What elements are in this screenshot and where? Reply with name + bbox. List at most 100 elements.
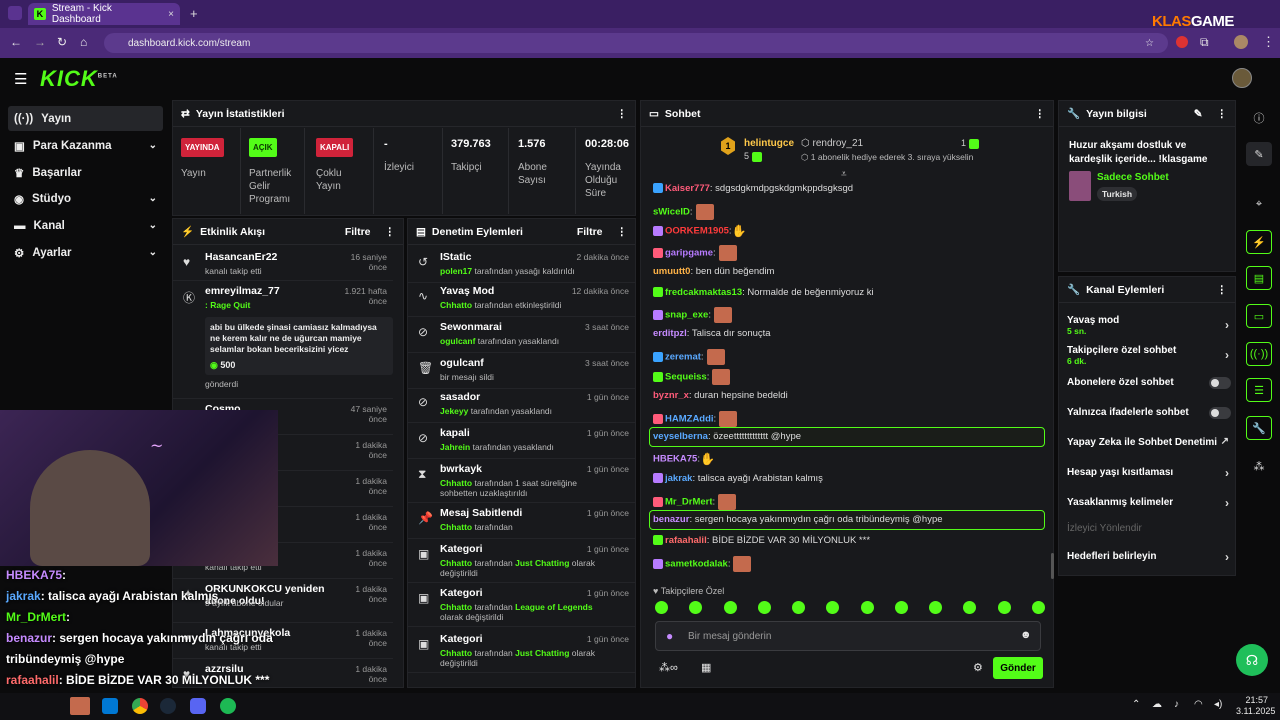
sidebar-item-ayarlar[interactable]: ⚙ Ayarlar ⌄ xyxy=(8,240,163,265)
channel-action[interactable]: Yalnızca ifadelerle sohbet xyxy=(1067,407,1231,419)
activity-name[interactable]: HasancanEr22 xyxy=(205,251,278,263)
more-icon[interactable]: ⋮ xyxy=(384,225,396,238)
chat-username[interactable]: umuutt0 xyxy=(653,265,691,277)
activity-name[interactable]: emreyilmaz_77 xyxy=(205,285,280,297)
quick-emote-icon[interactable] xyxy=(792,601,806,614)
store-icon[interactable]: ▦ xyxy=(701,662,712,674)
wrench-icon[interactable]: 🔧 xyxy=(1246,416,1272,440)
chat-message[interactable]: HBEKA75:✋ xyxy=(653,452,715,466)
toggle-switch[interactable] xyxy=(1209,407,1231,419)
moderation-name[interactable]: Kategori xyxy=(440,587,483,599)
browser-tab[interactable]: K Stream - Kick Dashboard × xyxy=(28,3,180,25)
channel-action[interactable]: Takipçilere özel sohbet 6 dk. › xyxy=(1067,345,1231,366)
quick-emote-icon[interactable] xyxy=(1031,601,1045,614)
chat-icon[interactable]: ▭ xyxy=(1246,304,1272,328)
chat-username[interactable]: garipgame xyxy=(665,247,714,259)
home-icon[interactable]: ⌂ xyxy=(80,35,88,49)
quick-emote-icon[interactable] xyxy=(689,601,703,614)
category-thumbnail[interactable] xyxy=(1069,171,1091,201)
sidebar-item-basarilar[interactable]: ♛ Başarılar xyxy=(8,160,163,185)
edit-icon[interactable]: ✎ xyxy=(1246,142,1272,166)
chat-username[interactable]: OORKEM1905 xyxy=(665,225,729,237)
toggle-switch[interactable] xyxy=(1209,377,1231,389)
tray-chevron-icon[interactable]: ⌃ xyxy=(1132,699,1141,710)
chat-scrollbar[interactable] xyxy=(1051,553,1054,579)
new-tab-icon[interactable]: + xyxy=(190,6,198,21)
quick-emote-icon[interactable] xyxy=(894,601,908,614)
chat-username[interactable]: snap_exe xyxy=(665,309,709,321)
activity-name[interactable]: azzrsilu xyxy=(205,663,244,675)
moderator-name[interactable]: Chhatto xyxy=(440,602,473,612)
chat-message[interactable]: erditpzl: Talisca dır sonuçta xyxy=(653,328,771,339)
chat-message[interactable]: rafaahalil: BİDE BİZDE VAR 30 MİLYONLUK … xyxy=(653,535,870,546)
browser-menu-icon[interactable]: ⋮ xyxy=(1262,34,1275,49)
category-name[interactable]: Just Chatting xyxy=(515,558,570,568)
moderator-name[interactable]: Jekeyy xyxy=(440,406,469,416)
tab-menu-icon[interactable] xyxy=(8,6,22,20)
chat-username[interactable]: HBEKA75 xyxy=(653,453,698,465)
moderation-name[interactable]: Mesaj Sabitlendi xyxy=(440,507,523,519)
moderation-name[interactable]: bwrkayk xyxy=(440,463,483,475)
more-icon[interactable]: ⋮ xyxy=(616,107,628,120)
sidebar-item-kanal[interactable]: ▬ Kanal ⌄ xyxy=(8,213,163,238)
quick-emote-icon[interactable] xyxy=(997,601,1011,614)
chat-settings-icon[interactable]: ⚙ xyxy=(973,662,983,674)
chat-username[interactable]: benazur xyxy=(653,514,690,526)
chat-username[interactable]: Sequeiss xyxy=(665,371,707,383)
list-icon[interactable]: ☰ xyxy=(1246,378,1272,402)
chat-message[interactable]: garipgame: xyxy=(653,245,737,262)
outlook-icon[interactable] xyxy=(102,698,118,714)
volume-icon[interactable]: ◂) xyxy=(1214,699,1223,710)
sidebar-item-para-kazanma[interactable]: ▣ Para Kazanma ⌄ xyxy=(8,133,163,158)
profile-avatar[interactable] xyxy=(1234,35,1248,49)
reload-icon[interactable]: ↻ xyxy=(57,35,68,49)
moderator-name[interactable]: Jahrein xyxy=(440,442,471,452)
mic-icon[interactable]: ● xyxy=(666,629,674,643)
broadcast-icon[interactable]: ((·)) xyxy=(1246,342,1272,366)
category-name[interactable]: League of Legends xyxy=(515,602,593,612)
chat-username[interactable]: sWiceID xyxy=(653,206,690,218)
bolt-icon[interactable]: ⚡ xyxy=(1246,230,1272,254)
chat-extras-icon[interactable]: ⁂∞ xyxy=(659,662,678,674)
chat-message[interactable]: sWiceID: xyxy=(653,203,714,220)
more-icon[interactable]: ⋮ xyxy=(616,225,628,238)
more-icon[interactable]: ⋮ xyxy=(1216,283,1228,296)
moderator-name[interactable]: Chhatto xyxy=(440,478,473,488)
forward-icon[interactable]: → xyxy=(34,35,46,49)
moderation-name[interactable]: kapali xyxy=(440,427,470,439)
extensions-puzzle-icon[interactable]: ⧉ xyxy=(1200,35,1209,49)
edit-icon[interactable]: ✎ xyxy=(1193,107,1203,120)
taskbar-app-icon[interactable] xyxy=(70,697,90,715)
moderation-name[interactable]: IStatic xyxy=(440,251,472,263)
category-name[interactable]: Sadece Sohbet xyxy=(1097,172,1169,183)
chat-input[interactable]: ● Bir mesaj gönderin ☻ xyxy=(655,621,1041,651)
moderation-name[interactable]: Kategori xyxy=(440,543,483,555)
channel-action[interactable]: Yapay Zeka ile Sohbet Denetimi ↗ xyxy=(1067,436,1231,448)
chat-username[interactable]: Mr_DrMert xyxy=(665,496,713,508)
pinned-collapse-icon[interactable]: ⩡ xyxy=(841,169,847,180)
channel-action[interactable]: Hesap yaşı kısıtlaması › xyxy=(1067,466,1231,480)
emoji-icon[interactable]: ☻ xyxy=(1020,629,1032,641)
chat-message[interactable]: jakrak: talisca ayağı Arabistan kalmış xyxy=(653,473,823,484)
mic-icon[interactable]: ♪ xyxy=(1174,699,1179,710)
chat-username[interactable]: zeremat xyxy=(665,351,701,363)
clock[interactable]: 21:57 3.11.2025 xyxy=(1236,695,1275,717)
quick-emote-icon[interactable] xyxy=(963,601,977,614)
chat-username[interactable]: fredcakmaktas13 xyxy=(665,286,743,298)
sidebar-item-studyo[interactable]: ◉ Stüdyo ⌄ xyxy=(8,186,163,211)
chat-message[interactable]: byznr_x: duran hepsine bedeldi xyxy=(653,390,788,401)
chat-username[interactable]: erditpzl xyxy=(653,327,687,339)
chat-message[interactable]: snap_exe: xyxy=(653,307,732,324)
notes-icon[interactable]: ▤ xyxy=(1246,266,1272,290)
moderator-name[interactable]: Chhatto xyxy=(440,648,473,658)
chat-message[interactable]: veyselberna: özeettttttttttttt @hype xyxy=(653,431,801,442)
chat-message[interactable]: umuutt0: ben dün beğendim xyxy=(653,266,774,277)
chat-username[interactable]: HAMZAddi xyxy=(665,413,714,425)
chat-message[interactable]: sametkodalak: xyxy=(653,555,752,572)
chat-username[interactable]: rafaahalil xyxy=(665,534,707,546)
sidebar-item-yayin[interactable]: ((·)) Yayın xyxy=(8,106,163,131)
quick-emote-icon[interactable] xyxy=(655,601,668,614)
network-icon[interactable]: ☁ xyxy=(1152,699,1162,710)
channel-action[interactable]: Yavaş mod 5 sn. › xyxy=(1067,315,1231,336)
quick-emote-icon[interactable] xyxy=(860,601,874,614)
